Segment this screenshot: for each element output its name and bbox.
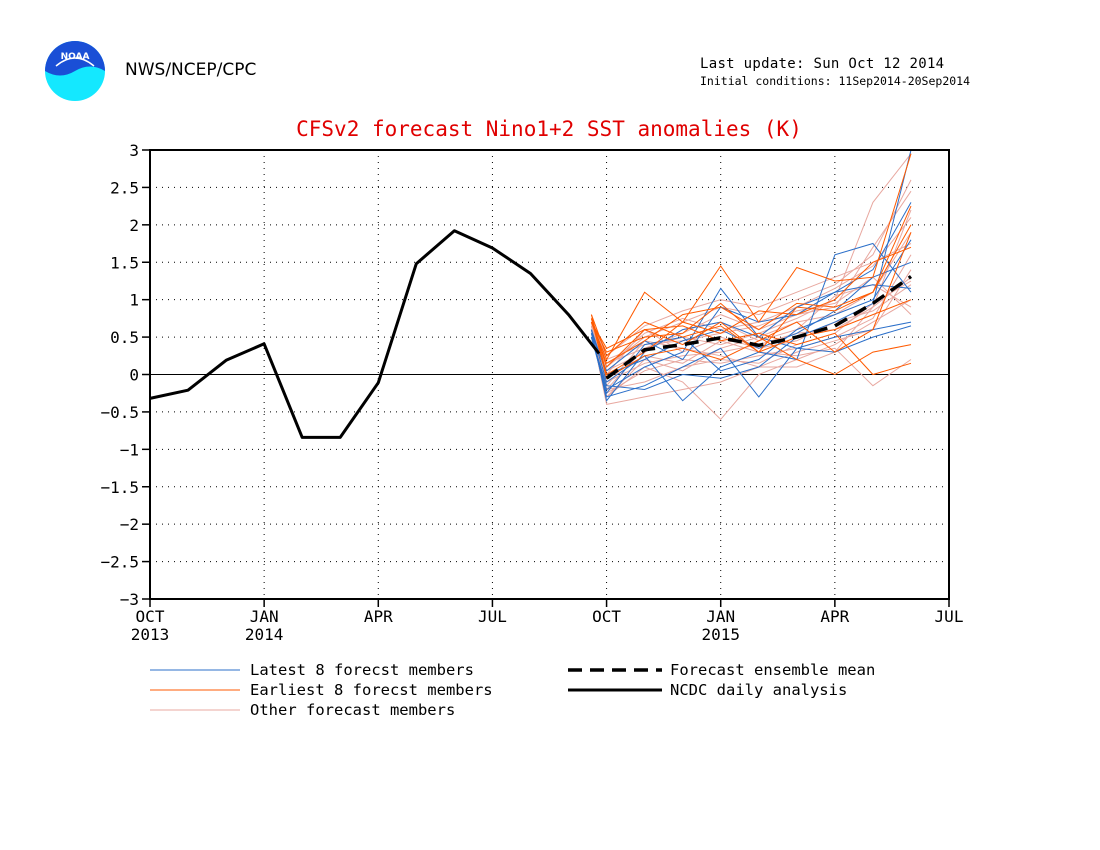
latest-member-line	[590, 242, 912, 402]
x-tick-year-label: 2014	[245, 625, 284, 644]
legend-label-analysis: NCDC daily analysis	[670, 681, 847, 699]
y-tick-label: 1.5	[110, 253, 139, 272]
other-member-line	[590, 232, 912, 398]
analysis-line	[149, 229, 601, 439]
other-member-line	[590, 280, 912, 391]
x-tick-label: APR	[364, 607, 393, 626]
y-axis: 3 2.5 2 1.5 1 0.5 0 −0.5 −1 −1.5 −2 −2.5 −3	[100, 141, 150, 609]
x-tick-label: JAN	[706, 607, 735, 626]
x-tick-label: JAN	[250, 607, 279, 626]
last-update: Last update: Sun Oct 12 2014	[700, 56, 945, 72]
x-tick-label: JUL	[935, 607, 964, 626]
chart-title: CFSv2 forecast Nino1+2 SST anomalies (K)	[296, 117, 802, 141]
x-tick-year-label: 2013	[131, 625, 170, 644]
other-member-line	[590, 276, 912, 405]
ensemble-mean-line	[605, 275, 913, 380]
y-tick-label: −2.5	[100, 553, 139, 572]
x-tick-label: OCT	[592, 607, 621, 626]
y-tick-label: −2	[120, 515, 139, 534]
x-tick-label: JUL	[478, 607, 507, 626]
other-member-line	[590, 284, 912, 372]
y-tick-label: −1	[120, 440, 139, 459]
y-tick-label: −3	[120, 590, 139, 609]
earliest-member-line	[590, 205, 912, 365]
earliest-member-line	[590, 153, 912, 361]
latest-member-line	[590, 321, 912, 402]
x-tick-year-label: 2015	[701, 625, 740, 644]
noaa-logo: NOAA	[45, 41, 105, 101]
y-tick-label: 2.5	[110, 178, 139, 197]
y-tick-label: 0.5	[110, 328, 139, 347]
latest-member-line	[590, 284, 912, 391]
earliest-member-line	[590, 302, 912, 376]
legend-label-latest: Latest 8 forecst members	[250, 661, 474, 679]
main-lines	[149, 229, 913, 439]
y-tick-label: 2	[129, 216, 139, 235]
y-tick-label: 3	[129, 141, 139, 160]
y-tick-label: 1	[129, 291, 139, 310]
y-tick-label: 0	[129, 366, 139, 385]
forecast-members	[590, 149, 912, 421]
legend: Latest 8 forecst members Earliest 8 forec…	[150, 661, 875, 719]
org-name: NWS/NCEP/CPC	[125, 60, 257, 80]
x-tick-label: OCT	[136, 607, 165, 626]
legend-label-mean: Forecast ensemble mean	[670, 661, 875, 679]
logo-text: NOAA	[61, 52, 90, 62]
x-tick-label: APR	[820, 607, 849, 626]
legend-label-earliest: Earliest 8 forecst members	[250, 681, 493, 699]
earliest-member-line	[590, 232, 912, 379]
other-member-line	[590, 243, 912, 357]
y-tick-label: −0.5	[100, 403, 139, 422]
initial-conditions: Initial conditions: 11Sep2014-20Sep2014	[700, 74, 971, 88]
legend-label-other: Other forecast members	[250, 701, 455, 719]
earliest-member-line	[590, 299, 912, 357]
latest-member-line	[590, 239, 912, 395]
y-tick-label: −1.5	[100, 478, 139, 497]
